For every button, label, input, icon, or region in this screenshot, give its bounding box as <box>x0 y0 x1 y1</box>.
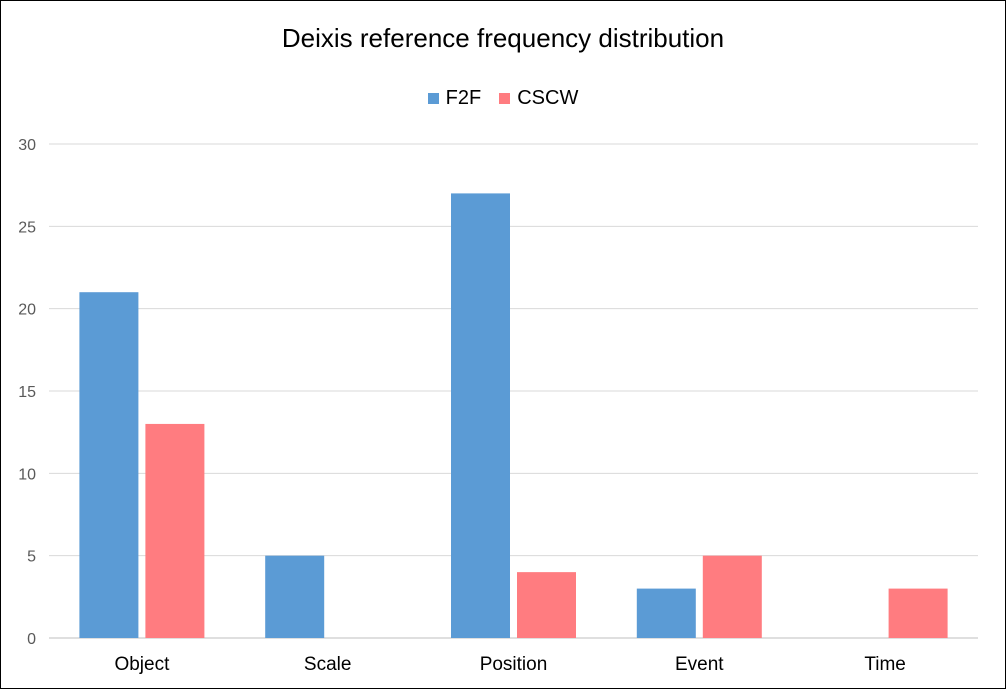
legend-item-f2f: F2F <box>427 87 482 110</box>
bar-f2f-event <box>636 588 696 638</box>
bar-cscw-time <box>888 588 948 638</box>
legend-item-cscw: CSCW <box>499 87 578 110</box>
y-tick-label: 25 <box>18 219 36 236</box>
bar-cscw-position <box>517 572 576 638</box>
chart-title: Deixis reference frequency distribution <box>281 23 725 53</box>
legend-label-cscw: CSCW <box>517 87 579 109</box>
bar-f2f-object <box>79 292 139 638</box>
bar-f2f-scale <box>265 555 325 638</box>
x-category-label: Object <box>114 654 170 675</box>
bar-cscw-event <box>702 555 762 638</box>
x-category-label: Scale <box>304 654 352 675</box>
y-tick-label: 0 <box>27 631 36 648</box>
x-category-label: Event <box>675 654 724 675</box>
y-tick-label: 5 <box>27 549 36 566</box>
x-category-label: Position <box>480 654 548 675</box>
x-category-label: Time <box>864 654 906 675</box>
legend-swatch-cscw <box>499 93 511 104</box>
y-tick-label: 30 <box>18 137 36 154</box>
legend-swatch-f2f <box>427 93 439 104</box>
bar-f2f-position <box>451 193 510 638</box>
y-tick-label: 15 <box>18 384 36 401</box>
bar-cscw-object <box>145 423 205 638</box>
legend: F2F CSCW <box>1 87 1005 110</box>
y-tick-label: 10 <box>18 466 36 483</box>
y-tick-label: 20 <box>18 302 36 319</box>
legend-label-f2f: F2F <box>445 87 482 109</box>
